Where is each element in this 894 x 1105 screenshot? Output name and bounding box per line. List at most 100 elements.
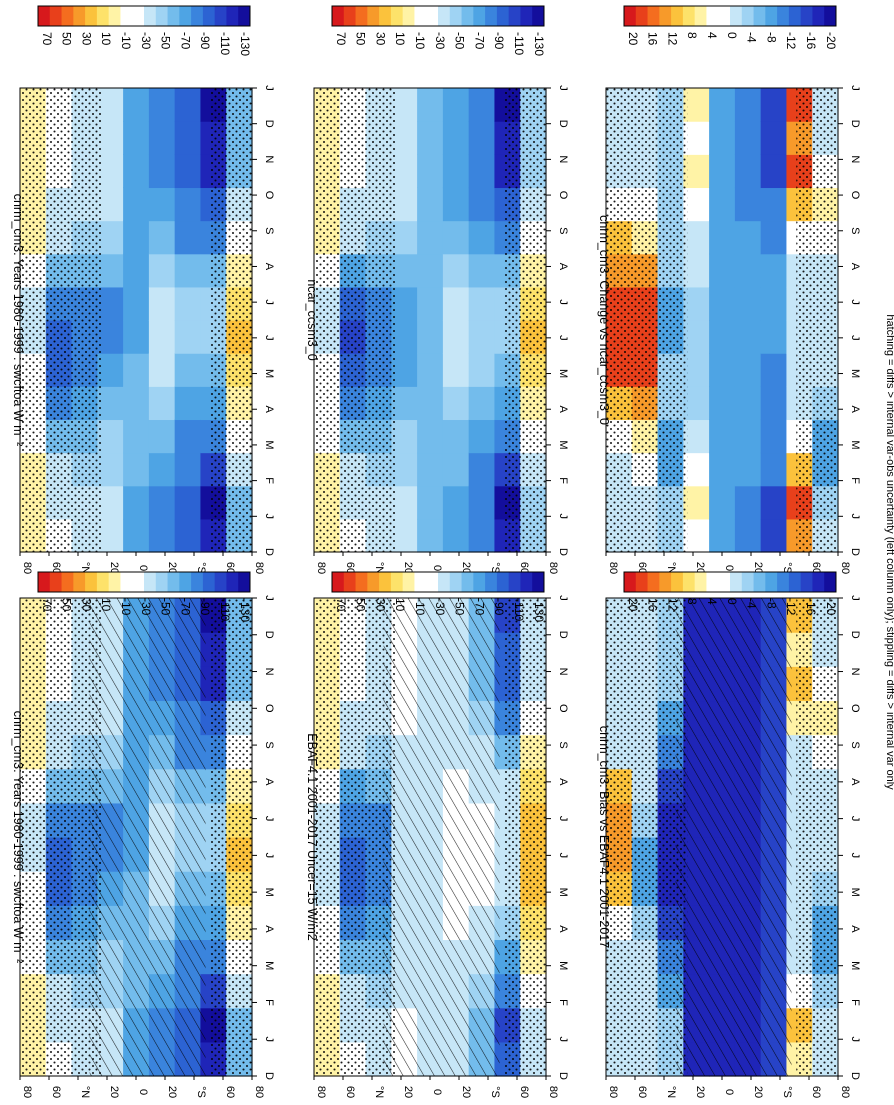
- heatmap-cell: [148, 353, 176, 387]
- colorbar-label: -110: [512, 32, 526, 55]
- colorbar-label: -130: [532, 598, 546, 622]
- colorbar-swatch: [706, 572, 719, 592]
- colorbar-4: 70 50 30 10 -10 -30 -50 -70 -90 -110 -130: [37, 5, 252, 56]
- colorbar-swatch: [390, 572, 404, 592]
- lat-tick-label: °S: [489, 1086, 501, 1098]
- month-tick-label: M: [557, 961, 569, 970]
- colorbar-swatch: [647, 6, 660, 26]
- heatmap-cell: [97, 485, 124, 520]
- colorbar-swatch: [485, 6, 498, 26]
- heatmap-cell: [709, 154, 736, 189]
- lat-tick-label: 80: [253, 562, 265, 574]
- heatmap-cell: [391, 386, 418, 421]
- month-tick-label: S: [557, 227, 569, 234]
- heatmap-cell: [97, 220, 124, 255]
- colorbar-label: 4: [705, 32, 719, 39]
- colorbar-swatch: [624, 572, 637, 592]
- heatmap-cell: [123, 121, 150, 155]
- heatmap-cell: [683, 187, 710, 222]
- stipple-overlay: [210, 598, 252, 1076]
- colorbar-swatch: [659, 6, 672, 26]
- heatmap-cell: [734, 386, 762, 421]
- colorbar-swatch: [155, 6, 169, 26]
- heatmap-cell: [468, 187, 496, 222]
- month-tick-label: S: [557, 741, 569, 748]
- panel-title: cnrm_cm3: Years 1980-1999 : swcftoa W m⁻…: [11, 711, 25, 964]
- colorbar-label: 50: [354, 32, 368, 46]
- month-tick-label: J: [557, 335, 569, 341]
- stipple-overlay: [796, 598, 838, 1076]
- colorbar-frame: [331, 571, 545, 593]
- colorbar-label: -10: [413, 598, 427, 616]
- colorbar-swatch: [38, 6, 51, 26]
- colorbar-swatch: [73, 6, 86, 26]
- heatmap-cell: [709, 220, 736, 255]
- heatmap-cell: [123, 220, 150, 255]
- month-tick-label: J: [849, 335, 861, 341]
- lat-tick-label: 60: [518, 1086, 530, 1098]
- colorbar-swatch: [812, 572, 825, 592]
- colorbar-swatch: [332, 572, 345, 592]
- hatch-overlay: [383, 598, 500, 1076]
- colorbar-swatch: [355, 6, 368, 26]
- heatmap-cell: [760, 452, 788, 487]
- colorbar-label: 16: [646, 32, 660, 46]
- month-tick-label: F: [557, 999, 569, 1006]
- heatmap-cell: [417, 452, 444, 487]
- heatmap-cell: [174, 253, 202, 288]
- colorbar-swatch: [61, 572, 74, 592]
- colorbar-swatch: [682, 6, 696, 26]
- lat-tick-label: °S: [195, 562, 207, 574]
- heatmap-cell: [468, 419, 496, 454]
- lat-tick-label: 80: [253, 1086, 265, 1098]
- heatmap-cell: [760, 253, 788, 288]
- colorbar-swatch: [214, 6, 227, 26]
- heatmap-cell: [442, 121, 470, 155]
- heatmap-cell: [148, 386, 176, 421]
- heatmap-cell: [417, 154, 444, 189]
- month-tick-label: N: [263, 155, 275, 163]
- month-tick-label: A: [263, 406, 275, 414]
- colorbar-swatch: [532, 572, 545, 592]
- colorbar-swatch: [694, 6, 707, 26]
- lat-tick-label: 20: [166, 562, 178, 574]
- heatmap-cell: [97, 187, 124, 222]
- month-tick-label: M: [557, 369, 569, 378]
- lat-tick-label: 60: [518, 562, 530, 574]
- lat-tick-label: 0: [723, 1089, 735, 1095]
- lat-tick-label: 20: [108, 562, 120, 574]
- lat-tick-label: °N: [373, 1086, 385, 1098]
- stipple-overlay: [314, 598, 396, 1076]
- month-tick-label: D: [849, 631, 861, 639]
- heatmap-cell: [734, 220, 762, 255]
- month-tick-label: D: [849, 548, 861, 556]
- colorbar-label: 50: [60, 598, 74, 612]
- colorbar-label: -90: [492, 32, 506, 50]
- heatmap-cell: [174, 452, 202, 487]
- colorbar-frame: [623, 5, 837, 27]
- colorbar-label: -4: [745, 598, 759, 609]
- heatmap-cell: [148, 187, 176, 222]
- heatmap-cell: [709, 353, 736, 387]
- month-tick-label: A: [557, 263, 569, 271]
- colorbar-frame: [331, 5, 545, 27]
- month-tick-label: F: [263, 477, 275, 484]
- lat-ticks: 80 60 °N 20 0 20 °S 60 80: [313, 552, 559, 574]
- heatmap-cell: [391, 286, 418, 321]
- colorbar-label: 10: [393, 32, 407, 46]
- colorbar-label: -70: [472, 32, 486, 50]
- lat-tick-label: 20: [108, 1086, 120, 1098]
- heatmap-cell: [391, 485, 418, 520]
- colorbar-swatch: [438, 572, 451, 592]
- colorbar-swatch: [379, 572, 392, 592]
- colorbar-swatch: [120, 6, 133, 26]
- month-tick-label: J: [263, 595, 275, 601]
- lat-tick-label: 60: [810, 1086, 822, 1098]
- colorbar-swatch: [144, 6, 157, 26]
- heatmap-cell: [760, 121, 788, 155]
- colorbar-swatch: [414, 6, 427, 26]
- month-tick-label: O: [557, 191, 569, 200]
- month-ticks: D J F M A M J J A S O N D J: [252, 595, 275, 1080]
- heatmap-cell: [123, 419, 150, 454]
- heatmap-cell: [683, 518, 710, 553]
